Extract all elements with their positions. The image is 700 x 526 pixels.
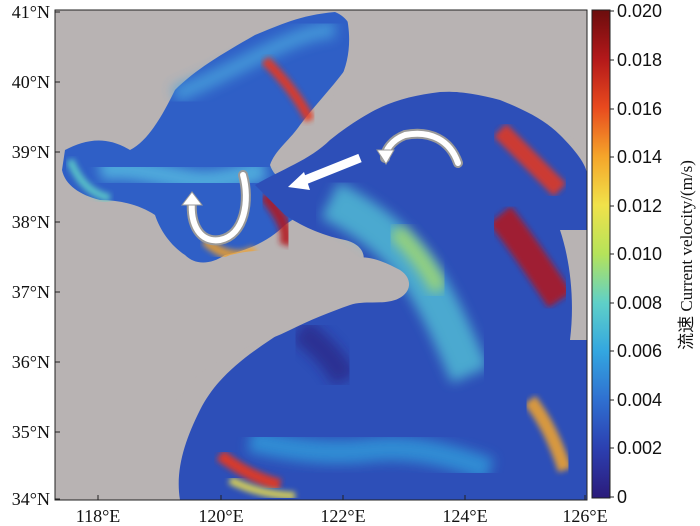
colorbar-tick-0.008: 0.008 [610,293,662,313]
colorbar-tick-label-0.004: 0.004 [617,390,662,410]
korea-coast-land [560,230,587,340]
latitude-axis: 41°N 40°N 39°N 38°N 37°N 36°N 35°N 34°N [12,2,60,509]
colorbar-tick-0.014: 0.014 [610,147,662,167]
lat-tick-38: 38°N [12,212,60,232]
colorbar-title: 流速 Current velocity/(m/s) [677,160,696,350]
colorbar-tick-0.020: 0.020 [610,1,662,21]
lat-tick-34: 34°N [12,489,60,509]
lat-tick-label-38: 38°N [12,212,50,232]
colorbar: 0.020 0.018 0.016 0.014 0.012 0.010 0.00… [591,1,696,507]
colorbar-tick-0.012: 0.012 [610,196,662,216]
colorbar-tick-label-0.020: 0.020 [617,1,662,21]
yellow-sea-gyre-arrowhead [376,149,395,165]
lon-tick-label-120: 120°E [198,506,243,526]
colorbar-tick-label-0.018: 0.018 [617,50,662,70]
colorbar-tick-label-0: 0 [617,487,627,507]
colorbar-tick-label-0.014: 0.014 [617,147,662,167]
lat-tick-label-34: 34°N [12,489,50,509]
colorbar-tick-0.018: 0.018 [610,50,662,70]
liaodong-land [329,10,587,150]
lon-tick-122: 122°E [320,495,366,526]
lat-tick-37: 37°N [12,282,60,302]
lat-tick-36: 36°N [12,352,60,372]
colorbar-tick-0.004: 0.004 [610,390,662,410]
colorbar-tick-0.016: 0.016 [610,99,662,119]
lat-tick-label-37: 37°N [12,282,50,302]
lon-tick-118: 118°E [76,495,121,526]
colorbar-gradient [591,9,611,499]
map-plot-area [55,10,587,500]
lat-tick-label-41: 41°N [12,2,50,22]
lat-tick-40: 40°N [12,72,60,92]
colorbar-tick-0.006: 0.006 [610,341,662,361]
longitude-axis: 118°E 120°E 122°E 124°E 126°E [76,495,608,526]
colorbar-tick-label-0.016: 0.016 [617,99,662,119]
lon-tick-126: 126°E [562,495,608,526]
colorbar-tick-0.010: 0.010 [610,244,662,264]
colorbar-tick-0: 0 [610,487,627,507]
lon-tick-label-118: 118°E [76,506,121,526]
lon-tick-124: 124°E [442,495,488,526]
map-frame [54,9,588,501]
lat-tick-label-35: 35°N [12,422,50,442]
circulation-arrows [180,128,463,246]
lon-tick-label-124: 124°E [442,506,487,526]
lat-tick-label-36: 36°N [12,352,50,372]
strait-flow-arrowhead [288,172,310,190]
lat-tick-label-39: 39°N [12,142,50,162]
lat-tick-35: 35°N [12,422,60,442]
colorbar-tick-label-0.002: 0.002 [617,438,662,458]
strait-flow-arrow [298,153,362,187]
lon-tick-120: 120°E [198,495,244,526]
lon-tick-label-122: 122°E [320,506,365,526]
lat-tick-41: 41°N [12,2,60,22]
lat-tick-39: 39°N [12,142,60,162]
lat-tick-label-40: 40°N [12,72,50,92]
shandong-peninsula-land [55,250,410,402]
lon-tick-label-126: 126°E [562,506,607,526]
bohai-gyre-arrowhead [180,191,204,206]
colorbar-tick-label-0.010: 0.010 [617,244,662,264]
colorbar-tick-label-0.012: 0.012 [617,196,662,216]
colorbar-tick-label-0.008: 0.008 [617,293,662,313]
colorbar-tick-label-0.006: 0.006 [617,341,662,361]
colorbar-tick-0.002: 0.002 [610,438,662,458]
